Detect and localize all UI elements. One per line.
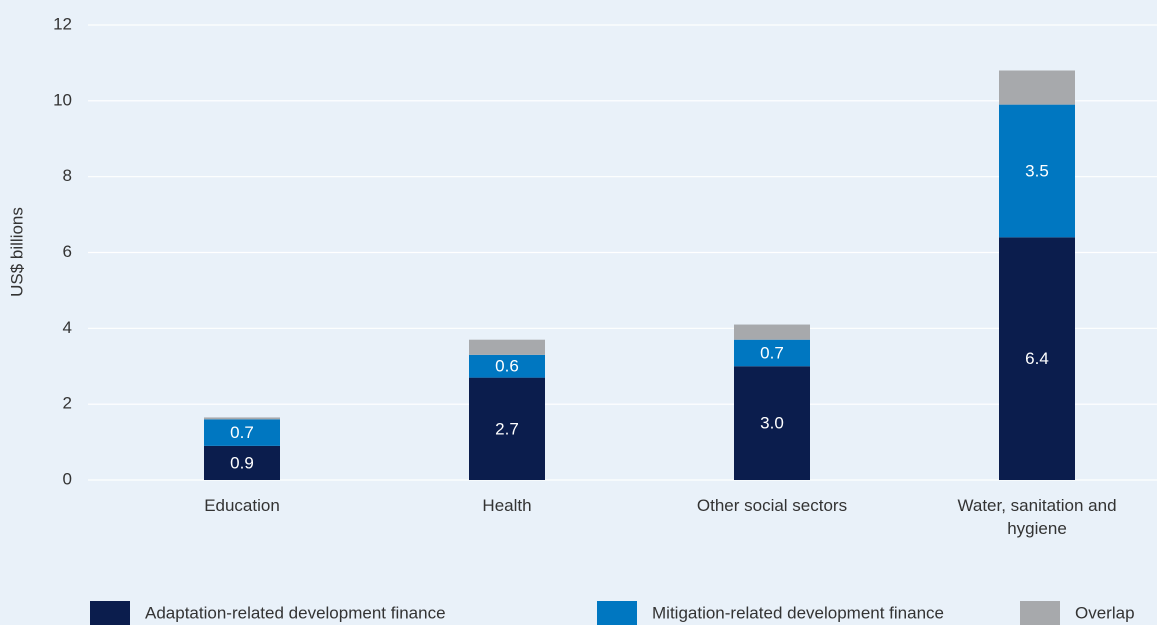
x-tick-label: Water, sanitation and hygiene: [957, 496, 1117, 538]
x-tick-label: Education: [204, 496, 280, 515]
bar-segment: [999, 104, 1075, 238]
legend-swatch: [1020, 601, 1060, 625]
bar-segment: [734, 339, 810, 367]
data-label: 3.0: [760, 414, 784, 433]
y-tick-label: 8: [63, 166, 72, 185]
y-tick-label: 12: [53, 14, 72, 33]
data-label: 0.9: [230, 453, 254, 472]
y-axis-label: US$ billions: [7, 207, 26, 297]
bar-segment: [204, 445, 280, 480]
bar-segment: [204, 419, 280, 446]
bar-segment: [469, 377, 545, 480]
bar-segment: [999, 237, 1075, 480]
legend-swatch: [597, 601, 637, 625]
y-tick-label: 0: [63, 469, 72, 488]
legend-label: Overlap: [1075, 603, 1135, 622]
data-label: 0.6: [495, 357, 519, 376]
bar-segment: [469, 339, 545, 355]
bar-segment: [734, 324, 810, 340]
bar-segment: [734, 366, 810, 480]
x-tick-label: Health: [482, 496, 532, 515]
y-tick-label: 2: [63, 394, 72, 413]
legend-swatch: [90, 601, 130, 625]
y-tick-label: 6: [63, 242, 72, 261]
data-label: 3.5: [1025, 161, 1049, 180]
data-label: 0.7: [760, 343, 784, 362]
y-tick-label: 10: [53, 90, 72, 109]
bar-segment: [204, 417, 280, 420]
legend-label: Adaptation-related development finance: [145, 603, 446, 622]
y-tick-label: 4: [63, 318, 72, 337]
data-label: 0.7: [230, 423, 254, 442]
data-label: 6.4: [1025, 349, 1049, 368]
bar-segment: [999, 70, 1075, 105]
data-label: 2.7: [495, 419, 519, 438]
legend-label: Mitigation-related development finance: [652, 603, 944, 622]
x-tick-label: Other social sectors: [696, 496, 848, 515]
bar-segment: [469, 354, 545, 378]
